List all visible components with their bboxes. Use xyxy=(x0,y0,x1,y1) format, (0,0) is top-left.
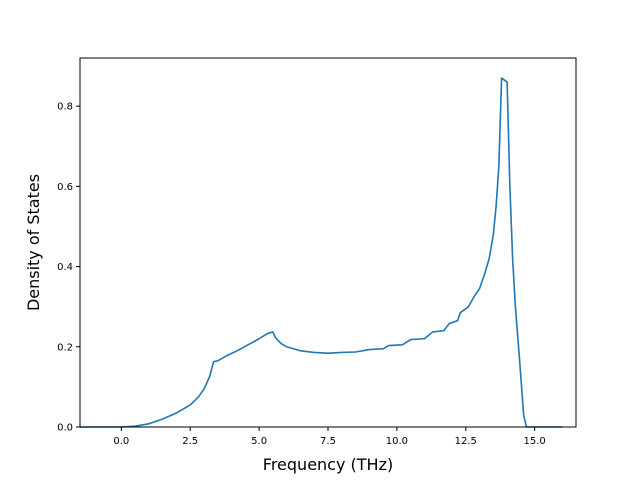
y-tick-label: 0.4 xyxy=(57,262,73,273)
x-tick-label: 2.5 xyxy=(182,436,198,447)
x-axis-ticks: 0.0 2.5 5.0 7.5 10.0 12.5 15.0 xyxy=(113,427,546,447)
x-tick-label: 10.0 xyxy=(386,436,408,447)
y-axis-label: Density of States xyxy=(24,174,43,311)
y-tick-label: 0.8 xyxy=(57,102,73,113)
y-axis-ticks: 0.0 0.2 0.4 0.6 0.8 xyxy=(57,102,80,434)
y-tick-label: 0.0 xyxy=(57,423,73,434)
x-tick-label: 5.0 xyxy=(251,436,267,447)
x-tick-label: 7.5 xyxy=(320,436,336,447)
series-line-0 xyxy=(80,77,563,428)
plot-area xyxy=(80,77,563,428)
x-axis-label: Frequency (THz) xyxy=(263,455,393,474)
x-tick-label: 15.0 xyxy=(524,436,546,447)
x-tick-label: 0.0 xyxy=(113,436,129,447)
y-tick-label: 0.2 xyxy=(57,342,73,353)
axes-frame xyxy=(79,57,577,428)
x-tick-label: 12.5 xyxy=(455,436,477,447)
y-tick-label: 0.6 xyxy=(57,182,73,193)
